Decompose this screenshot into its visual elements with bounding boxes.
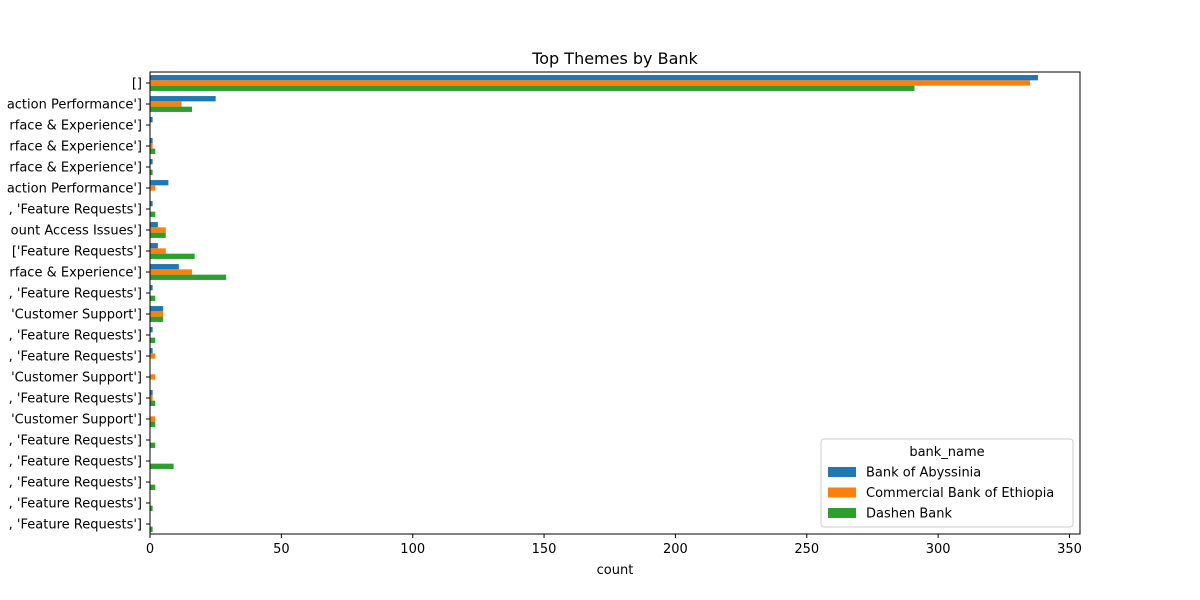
- y-tick-label: , 'Feature Requests']: [9, 476, 142, 491]
- legend-title: bank_name: [909, 445, 984, 460]
- bar-bank-of-abyssinia-7: [150, 222, 158, 228]
- y-tick-label: rface & Experience']: [9, 161, 142, 176]
- bar-commercial-bank-of-ethiopia-3: [150, 143, 153, 149]
- bar-commercial-bank-of-ethiopia-13: [150, 353, 156, 359]
- bar-dashen-bank-12: [150, 337, 156, 343]
- bar-commercial-bank-of-ethiopia-16: [150, 416, 156, 422]
- bar-bank-of-abyssinia-6: [150, 201, 153, 207]
- bar-commercial-bank-of-ethiopia-11: [150, 311, 164, 317]
- legend-swatch: [828, 467, 856, 477]
- bar-bank-of-abyssinia-10: [150, 285, 153, 291]
- y-tick-label: action Performance']: [7, 182, 142, 197]
- bar-bank-of-abyssinia-3: [150, 138, 153, 144]
- y-tick-label: , 'Feature Requests']: [9, 434, 142, 449]
- bar-bank-of-abyssinia-5: [150, 180, 169, 186]
- bar-commercial-bank-of-ethiopia-0: [150, 80, 1031, 86]
- bar-commercial-bank-of-ethiopia-14: [150, 374, 156, 380]
- x-axis-label: count: [597, 563, 634, 578]
- bar-bank-of-abyssinia-8: [150, 243, 158, 249]
- x-tick-label: 300: [926, 542, 951, 557]
- x-tick-label: 350: [1057, 542, 1082, 557]
- legend-swatch: [828, 487, 856, 498]
- bar-commercial-bank-of-ethiopia-9: [150, 269, 193, 275]
- x-tick-label: 250: [794, 542, 819, 557]
- bar-dashen-bank-11: [150, 316, 164, 322]
- legend-box: [820, 438, 1074, 528]
- bar-dashen-bank-20: [150, 505, 153, 511]
- bar-dashen-bank-6: [150, 211, 156, 217]
- bar-dashen-bank-1: [150, 106, 193, 112]
- x-tick-label: 50: [273, 542, 290, 557]
- y-tick-label: , 'Feature Requests']: [9, 350, 142, 365]
- x-tick-label: 150: [532, 542, 557, 557]
- y-tick-label: 'Customer Support']: [11, 413, 142, 428]
- bar-bank-of-abyssinia-13: [150, 348, 153, 354]
- bar-dashen-bank-8: [150, 253, 195, 259]
- y-tick-label: , 'Feature Requests']: [9, 518, 142, 533]
- bar-dashen-bank-21: [150, 526, 153, 532]
- y-tick-label: , 'Feature Requests']: [9, 497, 142, 512]
- bar-bank-of-abyssinia-11: [150, 306, 164, 312]
- bar-bank-of-abyssinia-9: [150, 264, 179, 270]
- y-tick-label: action Performance']: [7, 98, 142, 113]
- bar-bank-of-abyssinia-2: [150, 117, 153, 123]
- chart-title: Top Themes by Bank: [531, 49, 698, 68]
- x-tick-label: 100: [400, 542, 425, 557]
- bar-dashen-bank-16: [150, 421, 156, 427]
- bar-bank-of-abyssinia-0: [150, 75, 1038, 81]
- y-tick-label: 'Customer Support']: [11, 371, 142, 386]
- y-tick-label: , 'Feature Requests']: [9, 329, 142, 344]
- legend-swatch: [828, 508, 856, 518]
- bar-dashen-bank-15: [150, 400, 156, 406]
- bar-commercial-bank-of-ethiopia-8: [150, 248, 166, 254]
- legend: bank_name Bank of Abyssinia Commercial Ba…: [820, 438, 1074, 528]
- bar-commercial-bank-of-ethiopia-15: [150, 395, 153, 401]
- y-tick-label: []: [132, 77, 142, 92]
- bar-commercial-bank-of-ethiopia-7: [150, 227, 166, 233]
- bar-dashen-bank-4: [150, 169, 153, 175]
- legend-label: Dashen Bank: [866, 507, 952, 522]
- bar-dashen-bank-18: [150, 463, 174, 469]
- bar-bank-of-abyssinia-12: [150, 327, 153, 333]
- bar-dashen-bank-0: [150, 85, 915, 91]
- y-tick-label: ount Access Issues']: [11, 224, 142, 239]
- x-tick-label: 0: [146, 542, 154, 557]
- bar-dashen-bank-3: [150, 148, 156, 154]
- y-tick-label: , 'Feature Requests']: [9, 203, 142, 218]
- x-tick-label: 200: [663, 542, 688, 557]
- y-tick-label: rface & Experience']: [9, 266, 142, 281]
- bar-dashen-bank-19: [150, 484, 156, 490]
- y-tick-label: , 'Feature Requests']: [9, 455, 142, 470]
- y-tick-label: rface & Experience']: [9, 119, 142, 134]
- legend-label: Bank of Abyssinia: [866, 466, 981, 481]
- bar-dashen-bank-9: [150, 274, 227, 280]
- legend-label: Commercial Bank of Ethiopia: [866, 486, 1054, 501]
- bar-dashen-bank-7: [150, 232, 166, 238]
- bar-commercial-bank-of-ethiopia-1: [150, 101, 182, 107]
- y-tick-label: rface & Experience']: [9, 140, 142, 155]
- bars: [150, 75, 1038, 532]
- y-tick-label: , 'Feature Requests']: [9, 287, 142, 302]
- y-tick-labels: [] action Performance'] rface & Experience…: [7, 77, 150, 533]
- x-ticks: 0 50 100 150 200 250 300 350: [146, 534, 1082, 557]
- bar-bank-of-abyssinia-1: [150, 96, 216, 102]
- y-tick-label: 'Customer Support']: [11, 308, 142, 323]
- bar-dashen-bank-10: [150, 295, 156, 301]
- plot-frame: [149, 71, 1081, 535]
- y-tick-label: , 'Feature Requests']: [9, 392, 142, 407]
- y-tick-label: ['Feature Requests']: [12, 245, 142, 260]
- bar-commercial-bank-of-ethiopia-5: [150, 185, 156, 191]
- bar-bank-of-abyssinia-4: [150, 159, 153, 165]
- bar-bank-of-abyssinia-15: [150, 390, 153, 396]
- bar-dashen-bank-17: [150, 442, 156, 448]
